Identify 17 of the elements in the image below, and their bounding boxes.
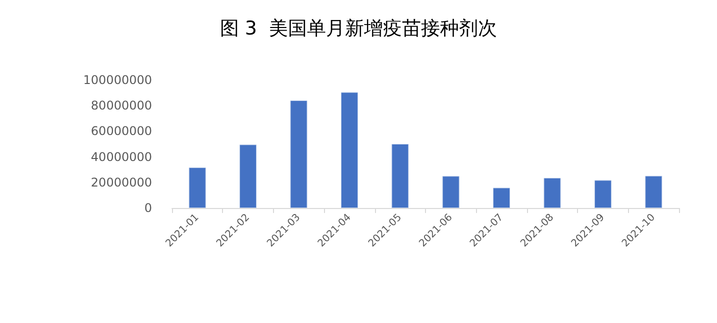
bar xyxy=(290,100,308,208)
bar xyxy=(544,178,561,208)
y-tick-label: 60000000 xyxy=(90,124,152,138)
y-tick-label: 80000000 xyxy=(90,98,152,113)
y-tick-label: 0 xyxy=(144,201,152,215)
y-tick-label: 20000000 xyxy=(90,175,152,190)
bar xyxy=(594,180,612,208)
bar xyxy=(392,144,409,208)
y-tick-label: 100000000 xyxy=(83,73,152,87)
chart-title: 图 3 美国单月新增疫苗接种剂次 xyxy=(220,18,498,40)
bar xyxy=(493,188,510,208)
bar xyxy=(442,176,460,208)
bar xyxy=(645,176,662,208)
bar xyxy=(240,144,257,208)
bar xyxy=(340,92,358,208)
bar xyxy=(188,168,206,208)
y-tick-label: 40000000 xyxy=(90,150,152,164)
